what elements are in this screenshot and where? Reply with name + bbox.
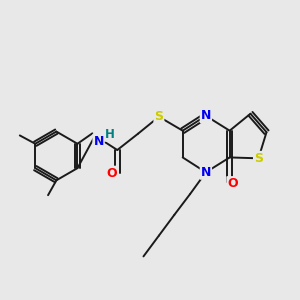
Text: S: S <box>154 110 164 123</box>
Text: S: S <box>254 152 263 165</box>
Text: O: O <box>106 167 117 180</box>
Text: H: H <box>105 128 115 141</box>
Text: N: N <box>201 109 211 122</box>
Text: N: N <box>93 135 104 148</box>
Text: O: O <box>227 177 238 190</box>
Text: N: N <box>201 166 211 179</box>
